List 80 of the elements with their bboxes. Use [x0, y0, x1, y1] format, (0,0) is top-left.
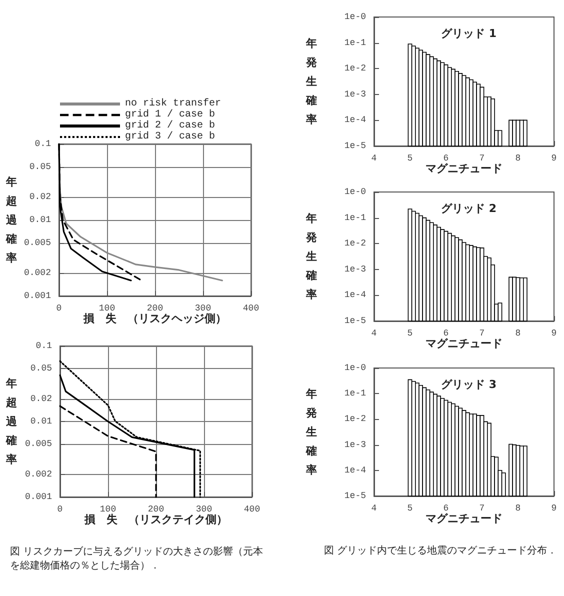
x-tick-label: 400	[244, 504, 260, 514]
x-tick-label: 6	[443, 328, 449, 338]
y-tick-label: 1e-2	[344, 64, 366, 74]
text: グリッド 1	[441, 27, 496, 40]
y-tick-label: 1e-5	[344, 491, 366, 501]
x-tick-label: 0	[56, 304, 62, 314]
y-tick-label: 0.005	[24, 238, 51, 248]
x-tick-label: 5	[407, 154, 413, 164]
x-axis-title: マグニチュード	[426, 162, 502, 175]
y-tick-label: 1e-4	[344, 290, 366, 300]
x-axis-title: マグニチュード	[426, 337, 502, 350]
x-tick-label: 8	[515, 328, 521, 338]
x-tick-label: 7	[479, 504, 485, 514]
x-tick-label: 300	[194, 304, 212, 314]
y-tick-label: 1e-5	[344, 141, 366, 151]
y-tick-label: 1e-3	[344, 89, 366, 100]
y-tick-label: 0.01	[29, 215, 51, 225]
y-tick-label: 0.01	[30, 416, 52, 426]
x-tick-label: 8	[515, 154, 521, 164]
x-tick-label: 9	[551, 504, 557, 514]
y-tick-label: 1e-4	[344, 465, 366, 476]
x-tick-label: 6	[443, 504, 449, 514]
y-tick-label: 0.05	[29, 162, 51, 172]
x-tick-label: 200	[146, 304, 164, 314]
y-tick-label: 0.02	[29, 192, 51, 202]
y-tick-label: 1e-3	[344, 264, 366, 274]
y-tick-label: 1e-1	[344, 388, 366, 399]
line-series	[59, 405, 157, 498]
text: 図 グリッド内で生じる地震のマグニチュード分布．	[324, 544, 558, 556]
y-axis-title: 年超過確率	[5, 176, 18, 264]
y-tick-label: 0.001	[24, 492, 52, 502]
x-tick-label: 7	[479, 328, 485, 338]
legend-label: grid 3 / case b	[125, 130, 216, 142]
y-axis-title: 年超過確率	[5, 377, 18, 466]
x-tick-label: 4	[371, 328, 377, 338]
y-tick-label: 1e-5	[344, 316, 366, 326]
y-tick-label: 1e-0	[344, 363, 366, 373]
y-tick-label: 0.005	[24, 439, 52, 450]
y-tick-label: 0.001	[24, 291, 51, 301]
y-tick-label: 0.1	[34, 139, 51, 149]
y-axis-title: 年発生確率	[305, 388, 318, 476]
legend-label: grid 2 / case b	[125, 120, 216, 132]
y-tick-label: 1e-2	[344, 414, 366, 424]
y-axis-title: 年発生確率	[305, 37, 318, 126]
y-tick-label: 1e-2	[344, 238, 366, 249]
x-tick-label: 5	[407, 504, 413, 514]
x-tick-label: 9	[551, 328, 557, 338]
x-tick-label: 200	[148, 504, 164, 514]
y-tick-label: 1e-0	[344, 187, 366, 197]
x-tick-label: 0	[57, 504, 63, 514]
x-axis-title: 損 失 （リスクテイク側）	[84, 513, 228, 526]
y-tick-label: 1e-0	[344, 12, 366, 22]
y-tick-label: 0.1	[36, 341, 52, 351]
y-tick-label: 0.02	[30, 394, 52, 404]
x-tick-label: 9	[551, 154, 557, 164]
y-tick-label: 1e-3	[344, 440, 366, 450]
y-tick-label: 1e-1	[344, 38, 366, 48]
y-axis-title: 年発生確率	[305, 212, 318, 301]
x-tick-label: 5	[407, 328, 413, 338]
x-tick-label: 100	[100, 504, 116, 514]
x-tick-label: 400	[242, 304, 260, 314]
x-tick-label: 7	[479, 154, 485, 164]
legend-label: no risk transfer	[125, 98, 222, 110]
text: グリッド 3	[441, 378, 496, 391]
x-tick-label: 4	[371, 154, 377, 164]
text: グリッド 2	[441, 202, 496, 215]
x-tick-label: 300	[196, 504, 212, 514]
x-axis-title: 損 失 （リスクヘッジ側）	[82, 312, 226, 325]
y-tick-label: 1e-1	[344, 212, 366, 223]
y-tick-label: 0.002	[24, 469, 52, 480]
y-tick-label: 0.05	[30, 364, 52, 374]
x-tick-label: 8	[515, 504, 521, 514]
x-axis-title: マグニチュード	[426, 512, 502, 525]
x-tick-label: 6	[443, 154, 449, 164]
legend-label: grid 1 / case b	[125, 108, 216, 120]
x-tick-label: 4	[371, 504, 377, 514]
text: 図 リスクカーブに与えるグリッドの大きさの影響（元本を総建物価格の％とした場合）．	[10, 546, 264, 572]
y-tick-label: 0.002	[24, 268, 51, 278]
y-tick-label: 1e-4	[344, 115, 366, 126]
x-tick-label: 100	[98, 304, 116, 314]
